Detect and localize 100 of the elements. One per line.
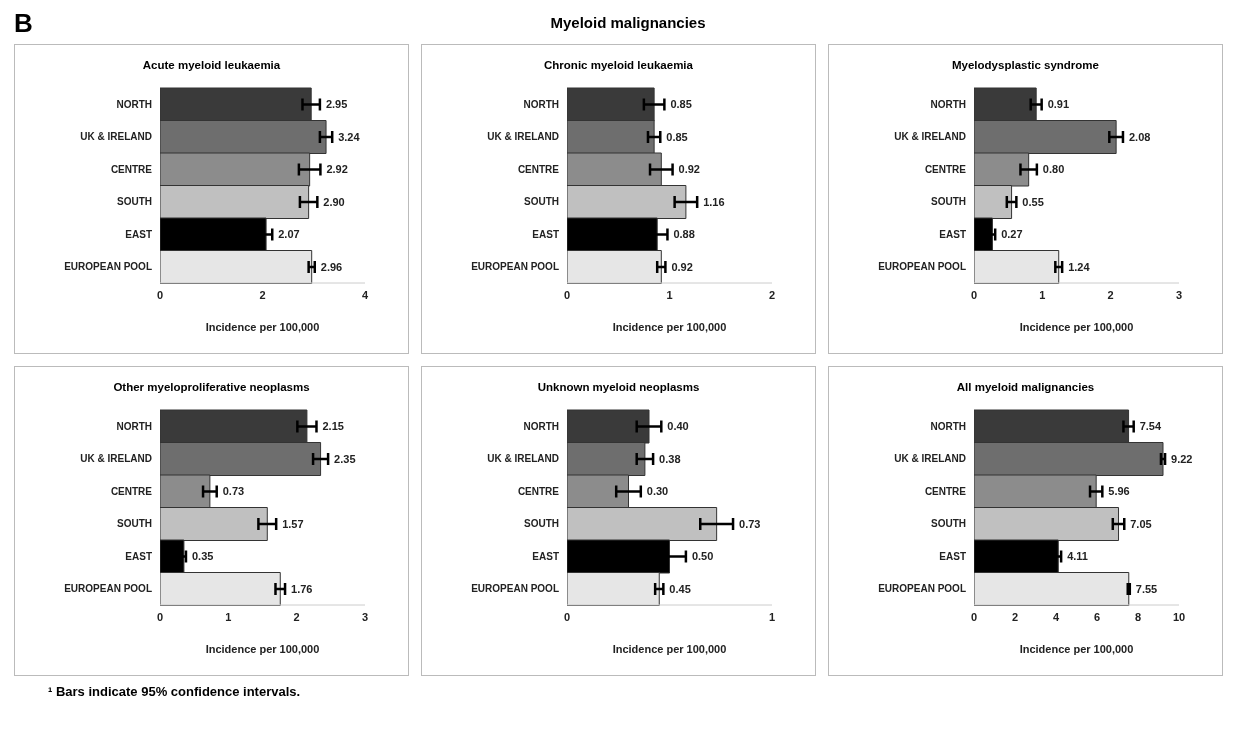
x-tick-label: 2: [293, 610, 300, 623]
data-label: 1.16: [703, 195, 725, 208]
data-label: 0.73: [739, 517, 761, 530]
data-label: 0.50: [691, 550, 714, 563]
data-label: 5.96: [1108, 485, 1130, 498]
x-tick-label: 4: [1052, 610, 1060, 623]
y-tick-label: CENTRE: [517, 163, 560, 175]
y-tick-label: SOUTH: [931, 518, 966, 530]
data-label: 2.07: [278, 228, 300, 241]
y-tick-label: UK & IRELAND: [487, 453, 559, 465]
y-tick-label: EUROPEAN POOL: [878, 261, 966, 273]
y-tick-label: NORTH: [930, 420, 966, 432]
x-tick-label: 0: [970, 610, 978, 623]
x-axis-title: Incidence per 100,000: [612, 643, 727, 655]
data-label: 0.45: [669, 582, 691, 595]
data-label: 0.88: [673, 228, 695, 241]
data-label: 2.15: [322, 420, 344, 433]
data-label: 0.92: [678, 163, 700, 176]
x-tick-label: 2: [259, 288, 266, 301]
chart-title: Acute myeloid leukaemia: [141, 58, 282, 73]
x-axis-title: Incidence per 100,000: [612, 321, 727, 333]
y-tick-label: CENTRE: [924, 163, 967, 175]
x-tick-label: 6: [1093, 610, 1101, 623]
data-label: 0.91: [1047, 98, 1070, 111]
data-label: 0.80: [1042, 163, 1065, 176]
x-tick-label: 0: [156, 610, 164, 623]
y-tick-label: CENTRE: [110, 163, 153, 175]
y-tick-label: UK & IRELAND: [80, 131, 152, 143]
chart-title: Unknown myeloid neoplasms: [536, 380, 701, 395]
data-label: 7.55: [1135, 582, 1158, 595]
data-label: 0.30: [646, 485, 669, 498]
x-tick-label: 1: [666, 288, 673, 301]
data-label: 7.54: [1139, 420, 1162, 433]
y-tick-label: NORTH: [116, 420, 152, 432]
x-tick-label: 0: [156, 288, 164, 301]
data-label: 7.05: [1130, 517, 1152, 530]
x-tick-label: 3: [361, 610, 369, 623]
data-label: 2.90: [323, 195, 345, 208]
y-tick-label: CENTRE: [517, 485, 560, 497]
text: Myeloid malignancies: [550, 14, 706, 31]
x-tick-label: 2: [1011, 610, 1019, 623]
data-label: 0.55: [1022, 195, 1044, 208]
data-label: 0.38: [659, 452, 681, 465]
x-axis-title: Incidence per 100,000: [205, 321, 320, 333]
y-tick-label: EAST: [532, 228, 559, 240]
y-tick-label: UK & IRELAND: [894, 131, 966, 143]
text: B: [14, 8, 33, 39]
y-tick-label: EUROPEAN POOL: [64, 583, 152, 595]
y-tick-label: SOUTH: [117, 518, 152, 530]
y-tick-label: NORTH: [116, 98, 152, 110]
x-axis-title: Incidence per 100,000: [1019, 643, 1134, 655]
x-tick-label: 0: [563, 610, 571, 623]
x-tick-label: 8: [1134, 610, 1142, 623]
x-axis-title: Incidence per 100,000: [1019, 321, 1134, 333]
y-tick-label: SOUTH: [524, 196, 559, 208]
y-tick-label: EUROPEAN POOL: [471, 261, 559, 273]
y-tick-label: EAST: [532, 550, 559, 562]
data-label: 9.22: [1171, 452, 1193, 465]
data-label: 2.96: [320, 260, 343, 273]
x-axis-title: Incidence per 100,000: [205, 643, 320, 655]
y-tick-label: EUROPEAN POOL: [64, 261, 152, 273]
x-tick-label: 1: [1039, 288, 1046, 301]
data-label: 0.85: [666, 130, 688, 143]
chart-title: Myelodysplastic syndrome: [951, 58, 1100, 73]
x-tick-label: 3: [1175, 288, 1183, 301]
data-label: 3.24: [338, 130, 361, 143]
data-label: 1.57: [282, 517, 304, 530]
data-label: 0.73: [222, 485, 245, 498]
data-label: 2.35: [334, 452, 356, 465]
x-tick-label: 4: [361, 288, 369, 301]
y-tick-label: SOUTH: [524, 518, 559, 530]
data-label: 1.76: [291, 582, 313, 595]
y-tick-label: NORTH: [523, 98, 559, 110]
y-tick-label: EUROPEAN POOL: [878, 583, 966, 595]
chart-title: Chronic myeloid leukaemia: [543, 58, 694, 73]
data-label: 4.11: [1067, 550, 1088, 563]
y-tick-label: EAST: [939, 228, 966, 240]
data-label: 1.24: [1068, 260, 1091, 273]
data-label: 2.95: [325, 98, 348, 111]
y-tick-label: EUROPEAN POOL: [471, 583, 559, 595]
y-tick-label: CENTRE: [924, 485, 967, 497]
x-tick-label: 0: [970, 288, 978, 301]
data-label: 2.08: [1128, 130, 1151, 143]
y-tick-label: NORTH: [930, 98, 966, 110]
x-tick-label: 2: [1107, 288, 1114, 301]
x-tick-label: 1: [768, 610, 776, 623]
y-tick-label: SOUTH: [931, 196, 966, 208]
chart-title: Other myeloproliferative neoplasms: [112, 380, 311, 395]
data-label: 0.92: [671, 260, 693, 273]
data-label: 2.92: [326, 163, 348, 176]
y-tick-label: UK & IRELAND: [894, 453, 966, 465]
y-tick-label: NORTH: [523, 420, 559, 432]
x-tick-label: 0: [563, 288, 571, 301]
data-label: 0.40: [667, 420, 689, 433]
x-tick-label: 1: [225, 610, 232, 623]
y-tick-label: EAST: [939, 550, 966, 562]
x-tick-label: 2: [768, 288, 776, 301]
y-tick-label: UK & IRELAND: [487, 131, 559, 143]
text: ¹ Bars indicate 95% confidence intervals.: [47, 684, 302, 699]
chart-title: All myeloid malignancies: [955, 380, 1096, 395]
